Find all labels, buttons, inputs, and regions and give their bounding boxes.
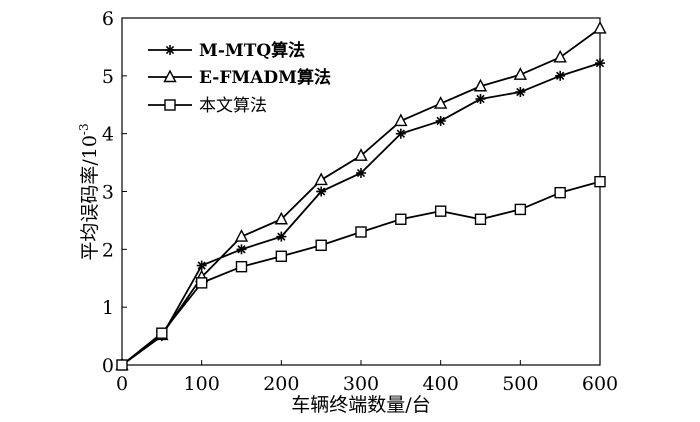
y-axis-title-exponent: -3 xyxy=(77,123,91,135)
data-point xyxy=(395,128,406,139)
data-point xyxy=(434,96,448,109)
y-tick-label: 0 xyxy=(102,355,114,377)
data-point xyxy=(314,172,328,186)
data-point xyxy=(395,213,407,225)
x-tick-label: 300 xyxy=(343,373,379,395)
legend-label-e-fmadm: E-FMADM算法 xyxy=(199,67,331,88)
data-point xyxy=(196,260,207,271)
data-point xyxy=(595,58,605,69)
data-point xyxy=(593,20,607,34)
legend-entry-e-fmadm: E-FMADM算法 xyxy=(148,67,331,88)
data-point xyxy=(274,211,288,225)
series-2 xyxy=(115,20,607,371)
data-point xyxy=(235,260,248,273)
data-point xyxy=(156,327,168,339)
legend-marker-proposed xyxy=(148,99,192,111)
data-point xyxy=(276,231,287,242)
series-line xyxy=(121,180,601,366)
x-tick-label: 600 xyxy=(582,373,618,395)
plot-frame xyxy=(121,17,601,366)
data-point xyxy=(394,113,408,127)
data-point xyxy=(355,226,367,238)
data-point xyxy=(116,359,128,371)
legend-symbol xyxy=(163,69,177,83)
data-point xyxy=(275,250,288,262)
x-tick-label: 0 xyxy=(116,373,128,395)
legend-label-m-mtq: M-MTQ算法 xyxy=(199,40,305,61)
data-point xyxy=(553,49,567,63)
y-tick-label: 4 xyxy=(102,124,114,146)
legend-marker-e-fmadm xyxy=(148,69,192,83)
data-point xyxy=(594,175,606,188)
data-point xyxy=(554,186,566,199)
data-point xyxy=(315,239,327,251)
x-tick-label: 500 xyxy=(502,373,538,395)
data-point xyxy=(475,93,486,104)
y-tick-label: 2 xyxy=(102,239,114,261)
y-tick-label: 6 xyxy=(102,8,114,30)
data-point xyxy=(513,67,527,80)
data-point xyxy=(515,87,526,98)
series-line xyxy=(121,27,601,366)
legend: M-MTQ算法 E-FMADM算法 本文算法 xyxy=(148,40,331,116)
data-point xyxy=(514,203,527,216)
data-point xyxy=(435,115,446,126)
data-point xyxy=(234,229,249,242)
series-layer xyxy=(115,20,607,371)
y-tick-label: 3 xyxy=(102,182,114,204)
legend-entry-proposed: 本文算法 xyxy=(148,96,267,116)
plot-area xyxy=(121,17,601,366)
legend-symbol xyxy=(164,99,176,111)
legend-marker-m-mtq xyxy=(148,45,192,55)
data-point xyxy=(473,78,488,92)
data-point xyxy=(555,70,566,81)
data-point xyxy=(316,186,327,197)
legend-entry-m-mtq: M-MTQ算法 xyxy=(148,40,305,61)
data-point xyxy=(474,213,487,225)
legend-label-proposed: 本文算法 xyxy=(199,96,267,116)
legend-symbol xyxy=(165,45,175,55)
data-point xyxy=(195,277,208,289)
x-tick-label: 100 xyxy=(184,373,220,395)
x-axis-title: 车辆终端数量/台 xyxy=(291,394,430,416)
y-axis-title: 平均误码率/10-3 xyxy=(77,123,101,260)
y-axis-title-main: 平均误码率/10 xyxy=(79,135,101,261)
data-point xyxy=(354,148,368,161)
x-tick-label: 400 xyxy=(423,373,459,395)
y-tick-label: 1 xyxy=(102,297,114,319)
y-tick-label: 5 xyxy=(102,66,114,88)
data-point xyxy=(236,244,247,255)
series-3 xyxy=(116,175,606,371)
x-tick-label: 200 xyxy=(263,373,299,395)
series-line xyxy=(121,62,601,366)
data-point xyxy=(434,205,447,217)
axes: 0 100 200 300 400 500 600 0 1 2 3 4 5 6 xyxy=(102,8,618,395)
data-point xyxy=(356,167,366,178)
